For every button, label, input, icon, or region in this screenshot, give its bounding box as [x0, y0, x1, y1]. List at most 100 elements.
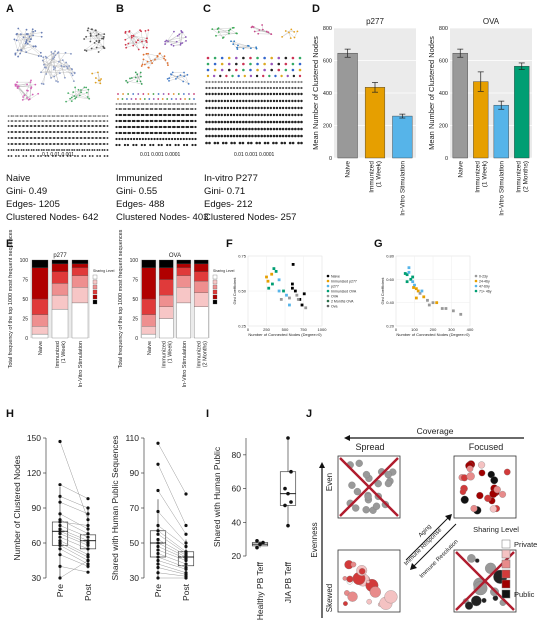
- network-node: [124, 131, 127, 135]
- chart-e-legend-swatch: [92, 284, 98, 290]
- network-node: [182, 119, 185, 123]
- network-node: [120, 108, 122, 110]
- network-node: [15, 131, 18, 133]
- network-node: [281, 120, 285, 124]
- panel-letter-c: C: [203, 3, 211, 15]
- chart-h-left-ytick: 150: [27, 433, 41, 443]
- network-node: [180, 31, 183, 33]
- network-node: [51, 149, 53, 151]
- network-node: [142, 93, 145, 95]
- chart-f-legend-label: OVA: [331, 295, 339, 299]
- chart-e-xtick: Naive: [147, 341, 153, 355]
- network-node: [293, 36, 296, 39]
- network-node: [185, 39, 187, 42]
- network-node: [145, 39, 148, 42]
- network-node: [165, 137, 168, 141]
- network-node: [272, 120, 276, 124]
- axis-a: 0.1 0.01 0.001: [42, 152, 74, 158]
- network-node: [86, 149, 89, 151]
- network-node: [275, 92, 279, 96]
- network-node: [26, 131, 29, 133]
- network-node: [34, 83, 37, 86]
- schematic-clone: [347, 591, 358, 602]
- chart-i-box: [279, 471, 297, 506]
- network-node: [90, 47, 93, 50]
- network-node: [54, 67, 57, 69]
- network-node: [44, 55, 47, 58]
- network-node: [15, 83, 18, 86]
- chart-h-left-pair-line: [59, 548, 89, 565]
- network-node: [128, 113, 132, 117]
- network-node: [106, 131, 109, 133]
- network-node: [15, 149, 18, 151]
- chart-e-stack-segment: [51, 271, 69, 284]
- network-node: [300, 92, 303, 96]
- network-node: [77, 88, 80, 91]
- network-node: [206, 56, 210, 60]
- network-node: [181, 108, 183, 110]
- chart-h-right-point: [156, 565, 160, 570]
- network-node: [45, 73, 48, 75]
- network-node: [40, 71, 42, 74]
- chart-i-xtick: JIA PB Teff: [283, 561, 293, 603]
- network-node: [181, 103, 183, 105]
- chart-h-right-point: [156, 529, 160, 533]
- chart-h-right-point: [156, 551, 160, 556]
- network-node: [46, 143, 48, 145]
- network-node: [29, 155, 32, 157]
- network-node: [278, 134, 282, 138]
- chart-g-point: [405, 280, 409, 284]
- network-node: [266, 141, 270, 145]
- network-node: [151, 108, 154, 110]
- network-node: [223, 106, 227, 110]
- network-node: [58, 60, 60, 63]
- network-node: [245, 120, 248, 124]
- network-node: [251, 127, 254, 131]
- network-node: [47, 155, 50, 157]
- network-node: [30, 87, 32, 90]
- network-node: [260, 86, 263, 90]
- network-node: [30, 143, 33, 145]
- network-node: [129, 108, 131, 110]
- network-node: [95, 40, 98, 42]
- network-node: [152, 93, 155, 95]
- sharing-legend-swatch: [501, 569, 511, 579]
- network-edge: [16, 34, 22, 51]
- network-node: [228, 32, 230, 35]
- network-node: [254, 80, 257, 84]
- network-node: [95, 125, 98, 127]
- chart-h-left-pair-line: [59, 540, 89, 555]
- network-node: [217, 113, 220, 117]
- chart-e-ytick: 50: [132, 297, 138, 303]
- network-node: [139, 71, 142, 74]
- aging-arrow: [405, 515, 451, 561]
- network-node: [266, 106, 270, 110]
- network-node: [10, 149, 13, 151]
- network-edge: [294, 31, 298, 38]
- network-node: [30, 149, 33, 151]
- chart-e-stack-segment: [31, 259, 49, 268]
- network-edge: [87, 89, 89, 98]
- chart-f-legend-label: 2 Months OVA: [331, 300, 354, 304]
- network-node: [140, 103, 143, 105]
- network-edge: [42, 60, 52, 78]
- network-node: [297, 92, 300, 96]
- network-node: [191, 131, 194, 135]
- network-node: [76, 120, 79, 122]
- network-node: [187, 108, 189, 110]
- network-node: [286, 74, 289, 78]
- network-node: [65, 125, 67, 127]
- network-node: [191, 103, 194, 105]
- network-node: [239, 80, 242, 84]
- network-node: [238, 106, 242, 110]
- network-node: [37, 92, 40, 95]
- network-node: [300, 127, 303, 131]
- panel-letter-d: D: [312, 3, 320, 15]
- chart-e-legend-swatch: [92, 299, 98, 305]
- network-node: [245, 99, 248, 103]
- network-node: [154, 103, 157, 105]
- network-node: [160, 131, 163, 135]
- chart-f-point: [296, 298, 300, 301]
- network-node: [70, 100, 73, 103]
